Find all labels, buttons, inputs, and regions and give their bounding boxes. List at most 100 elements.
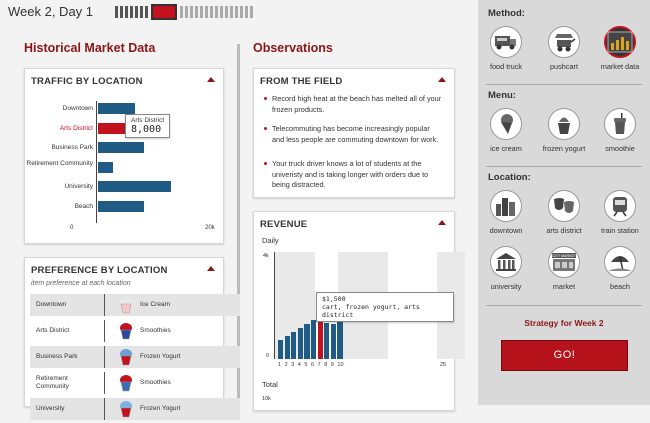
traffic-title: TRAFFIC BY LOCATION bbox=[31, 76, 143, 87]
revenue-tooltip-value: $1,500 bbox=[322, 295, 346, 303]
traffic-tooltip-value: 8,000 bbox=[131, 124, 162, 135]
location-downtown[interactable]: downtown bbox=[478, 190, 534, 235]
strategy-label: Strategy for Week 2 bbox=[524, 318, 604, 328]
collapse-caret-icon[interactable] bbox=[207, 77, 215, 82]
revenue-x-label: 5 bbox=[304, 362, 308, 368]
revenue-x-label: 3 bbox=[291, 362, 295, 368]
location-train-station[interactable]: train station bbox=[592, 190, 648, 235]
revenue-x-label: 1 bbox=[278, 362, 282, 368]
preference-item: Frozen Yogurt bbox=[140, 353, 181, 360]
traffic-bar[interactable] bbox=[98, 142, 145, 153]
divider bbox=[486, 84, 642, 85]
method-pushcart[interactable]: pushcart bbox=[536, 26, 592, 71]
traffic-bar[interactable] bbox=[98, 200, 145, 212]
day-tick bbox=[220, 6, 223, 18]
preference-item: Ice Cream bbox=[140, 301, 170, 308]
revenue-bar[interactable] bbox=[297, 328, 303, 359]
day-tick bbox=[125, 6, 128, 18]
preference-item-icon bbox=[118, 374, 134, 392]
menu-smoothie[interactable]: smoothie bbox=[592, 108, 648, 153]
revenue-x-label: 10 bbox=[337, 362, 344, 368]
method-heading: Method: bbox=[488, 8, 525, 19]
field-title: FROM THE FIELD bbox=[260, 76, 343, 87]
revenue-x-label: 8 bbox=[324, 362, 328, 368]
traffic-row-label: Beach bbox=[74, 202, 93, 210]
go-button[interactable]: GO! bbox=[501, 340, 628, 371]
historical-heading: Historical Market Data bbox=[24, 41, 156, 55]
collapse-caret-icon[interactable] bbox=[207, 266, 215, 271]
traffic-bar[interactable] bbox=[98, 103, 136, 114]
revenue-bar[interactable] bbox=[291, 332, 297, 359]
preference-row: Retirement Community Smoothies bbox=[30, 372, 240, 394]
traffic-axis bbox=[96, 101, 97, 223]
traffic-tooltip: Arts District 8,000 bbox=[125, 114, 171, 138]
preference-separator bbox=[104, 372, 105, 394]
revenue-x-label: 2 bbox=[284, 362, 288, 368]
revenue-total-label: Total bbox=[262, 380, 278, 389]
preference-row: Business Park Frozen Yogurt bbox=[30, 346, 240, 368]
week-progress[interactable] bbox=[115, 4, 253, 20]
menu-frozen-yogurt[interactable]: frozen yogurt bbox=[536, 108, 592, 153]
day-tick bbox=[245, 6, 248, 18]
day-tick bbox=[225, 6, 228, 18]
preference-location: Retirement Community bbox=[36, 375, 69, 390]
location-label: downtown bbox=[489, 226, 523, 235]
preference-row: Downtown Ice Cream bbox=[30, 294, 240, 316]
location-beach[interactable]: beach bbox=[592, 246, 648, 291]
traffic-bar[interactable] bbox=[98, 161, 113, 173]
location-university[interactable]: university bbox=[478, 246, 534, 291]
preference-separator bbox=[104, 398, 105, 420]
food-truck-icon bbox=[490, 26, 522, 58]
day-tick bbox=[185, 6, 188, 18]
day-tick bbox=[145, 6, 148, 18]
downtown-icon bbox=[490, 190, 522, 222]
location-label: university bbox=[490, 282, 522, 291]
pushcart-icon bbox=[548, 26, 580, 58]
revenue-card: REVENUE Daily 4k 0 1 2 3 4 5 6 7 8 9 10 25 $1,500 … bbox=[253, 211, 465, 411]
method-market-data[interactable]: market data bbox=[592, 26, 648, 71]
current-day-marker bbox=[151, 4, 177, 20]
location-arts-district[interactable]: arts district bbox=[536, 190, 592, 235]
location-label: market bbox=[552, 282, 576, 291]
market-sign-text: CITY MARKET bbox=[552, 254, 577, 258]
revenue-bar[interactable] bbox=[317, 318, 323, 359]
revenue-bar[interactable] bbox=[304, 324, 310, 359]
field-item: Record high heat at the beach has melted… bbox=[264, 94, 442, 115]
market-icon: CITY MARKET bbox=[548, 246, 580, 278]
revenue-bar[interactable] bbox=[278, 340, 284, 359]
preference-title: PREFERENCE BY LOCATION bbox=[31, 265, 168, 276]
revenue-bar[interactable] bbox=[311, 320, 317, 359]
ice-cream-icon bbox=[490, 108, 522, 140]
traffic-row-label: Retirement Community bbox=[26, 159, 93, 167]
revenue-tooltip: $1,500 cart, frozen yogurt, arts distric… bbox=[316, 292, 454, 322]
traffic-row-label: Business Park bbox=[51, 144, 93, 151]
collapse-caret-icon[interactable] bbox=[438, 77, 446, 82]
revenue-x-label: 6 bbox=[311, 362, 315, 368]
revenue-daily-label: Daily bbox=[262, 236, 279, 245]
revenue-bar[interactable] bbox=[337, 312, 343, 359]
menu-ice-cream[interactable]: ice cream bbox=[478, 108, 534, 153]
location-market[interactable]: CITY MARKET market bbox=[536, 246, 592, 291]
preference-separator bbox=[104, 346, 105, 368]
revenue-bar[interactable] bbox=[330, 324, 336, 359]
collapse-caret-icon[interactable] bbox=[438, 220, 446, 225]
revenue-x-label: 4 bbox=[297, 362, 301, 368]
preference-card: PREFERENCE BY LOCATION item preference a… bbox=[24, 257, 240, 420]
beach-icon bbox=[604, 246, 636, 278]
traffic-bar[interactable] bbox=[98, 181, 172, 192]
revenue-bar[interactable] bbox=[324, 322, 330, 359]
frozen-yogurt-icon bbox=[548, 108, 580, 140]
day-tick bbox=[180, 6, 183, 18]
method-food-truck[interactable]: food truck bbox=[478, 26, 534, 71]
day-tick bbox=[195, 6, 198, 18]
preference-row: University Frozen Yogurt bbox=[30, 398, 240, 420]
revenue-x-label: 7 bbox=[317, 362, 321, 368]
revenue-y-min: 0 bbox=[266, 353, 270, 359]
revenue-bar[interactable] bbox=[284, 336, 290, 359]
preference-location: Arts District bbox=[36, 327, 70, 334]
preference-item-icon bbox=[118, 296, 134, 314]
week-label: Week 2, Day 1 bbox=[8, 4, 94, 19]
train-station-icon bbox=[604, 190, 636, 222]
day-tick bbox=[120, 6, 123, 18]
preference-location: Business Park bbox=[36, 353, 78, 360]
